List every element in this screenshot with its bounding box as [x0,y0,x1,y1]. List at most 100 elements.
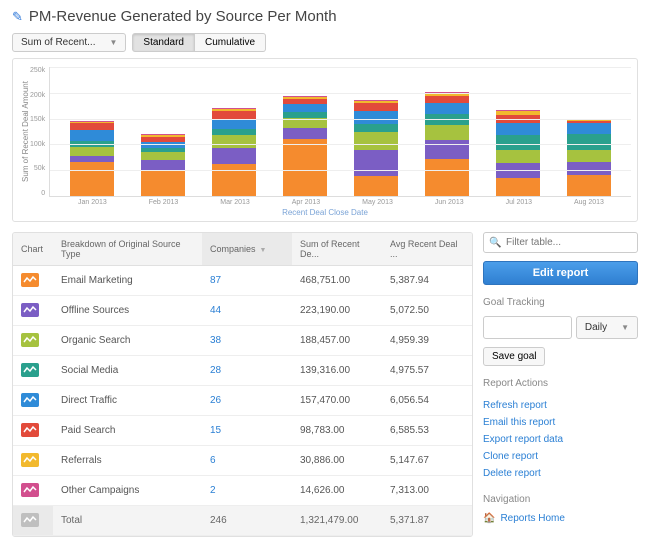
email-report-link[interactable]: Email this report [483,414,638,431]
bar-segment-direct [567,123,611,133]
row-companies[interactable]: 2 [202,476,292,506]
bar-column [70,121,114,196]
row-avg: 5,371.87 [382,506,472,536]
table-row: Referrals630,886.005,147.67 [13,446,472,476]
bar-segment-email [354,176,398,196]
row-name: Direct Traffic [53,386,202,416]
goal-tracking-title: Goal Tracking [483,297,638,308]
row-sum: 139,316.00 [292,356,382,386]
row-sum: 468,751.00 [292,266,382,296]
row-companies[interactable]: 26 [202,386,292,416]
bar-segment-offline [212,148,256,164]
row-sum: 98,783.00 [292,416,382,446]
table-total-row: Total2461,321,479.005,371.87 [13,506,472,536]
row-avg: 4,975.57 [382,356,472,386]
row-sum: 157,470.00 [292,386,382,416]
row-name: Total [53,506,202,536]
edit-report-button[interactable]: Edit report [483,261,638,285]
table-row: Paid Search1598,783.006,585.53 [13,416,472,446]
metric-dropdown-label: Sum of Recent... [21,37,95,48]
bar-segment-direct [283,104,327,112]
row-companies[interactable]: 38 [202,326,292,356]
bar-segment-social [567,134,611,151]
bar-segment-direct [70,130,114,141]
series-chip-icon [21,453,39,467]
row-companies[interactable]: 6 [202,446,292,476]
delete-report-link[interactable]: Delete report [483,465,638,482]
bar-column [496,110,540,196]
standard-view-button[interactable]: Standard [132,33,195,52]
goal-value-input[interactable] [483,316,572,339]
row-sum: 223,190.00 [292,296,382,326]
filter-table-input[interactable] [483,232,638,253]
x-tick: Apr 2013 [292,199,320,206]
bar-segment-email [141,171,185,196]
bar-column [354,100,398,196]
export-report-link[interactable]: Export report data [483,431,638,448]
column-breakdown[interactable]: Breakdown of Original Source Type [53,233,202,266]
series-chip-icon [21,483,39,497]
x-tick: Feb 2013 [149,199,179,206]
row-avg: 7,313.00 [382,476,472,506]
chevron-down-icon: ▼ [109,38,117,47]
row-name: Offline Sources [53,296,202,326]
bar-segment-offline [283,128,327,138]
column-companies[interactable]: Companies▼ [202,233,292,266]
row-name: Email Marketing [53,266,202,296]
series-chip-icon [21,423,39,437]
row-name: Referrals [53,446,202,476]
navigation-title: Navigation [483,494,638,505]
series-chip-icon [21,303,39,317]
clone-report-link[interactable]: Clone report [483,448,638,465]
bar-segment-direct [212,119,256,129]
row-name: Social Media [53,356,202,386]
save-goal-button[interactable]: Save goal [483,347,545,366]
bar-segment-organic [141,152,185,159]
x-ticks: Jan 2013Feb 2013Mar 2013Apr 2013May 2013… [19,197,631,206]
bar-segment-paid [70,123,114,130]
chart-plot [49,67,631,197]
metric-dropdown[interactable]: Sum of Recent... ▼ [12,33,126,52]
column-chart[interactable]: Chart [13,233,53,266]
refresh-report-link[interactable]: Refresh report [483,397,638,414]
x-axis-label: Recent Deal Close Date [19,208,631,217]
row-sum: 30,886.00 [292,446,382,476]
chart-bars [50,67,631,196]
x-tick: Aug 2013 [574,199,604,206]
series-chip-icon [21,333,39,347]
goal-period-dropdown[interactable]: Daily ▼ [576,316,638,339]
view-toggle-group: Standard Cumulative [132,33,266,52]
bar-segment-offline [354,150,398,176]
cumulative-view-button[interactable]: Cumulative [195,33,266,52]
column-sum[interactable]: Sum of Recent De... [292,233,382,266]
bar-segment-organic [212,135,256,148]
series-chip-icon [21,273,39,287]
bar-column [212,108,256,196]
row-companies[interactable]: 87 [202,266,292,296]
bar-segment-paid [425,96,469,103]
x-tick: Mar 2013 [220,199,250,206]
row-companies[interactable]: 28 [202,356,292,386]
bar-segment-direct [496,123,540,134]
row-name: Organic Search [53,326,202,356]
revenue-chart: Sum of Recent Deal Amount 250k200k150k10… [12,58,638,222]
bar-segment-paid [354,103,398,111]
table-row: Other Campaigns214,626.007,313.00 [13,476,472,506]
bar-segment-email [70,162,114,196]
reports-home-link[interactable]: 🏠 Reports Home [483,513,638,524]
edit-title-icon[interactable]: ✎ [12,9,23,25]
row-sum: 188,457.00 [292,326,382,356]
bar-segment-organic [70,147,114,156]
column-avg[interactable]: Avg Recent Deal ... [382,233,472,266]
home-icon: 🏠 [483,513,495,524]
row-companies[interactable]: 44 [202,296,292,326]
row-companies[interactable]: 15 [202,416,292,446]
bar-segment-social [354,124,398,132]
table-body: Email Marketing87468,751.005,387.94Offli… [13,266,472,536]
page-title: PM-Revenue Generated by Source Per Month [29,8,337,25]
table-row: Offline Sources44223,190.005,072.50 [13,296,472,326]
x-tick: Jun 2013 [435,199,464,206]
bar-segment-email [283,139,327,196]
bar-column [567,119,611,196]
y-ticks: 250k200k150k100k50k0 [30,67,49,197]
